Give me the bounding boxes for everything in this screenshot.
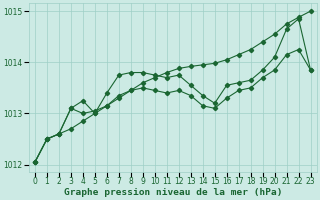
- X-axis label: Graphe pression niveau de la mer (hPa): Graphe pression niveau de la mer (hPa): [63, 188, 282, 197]
